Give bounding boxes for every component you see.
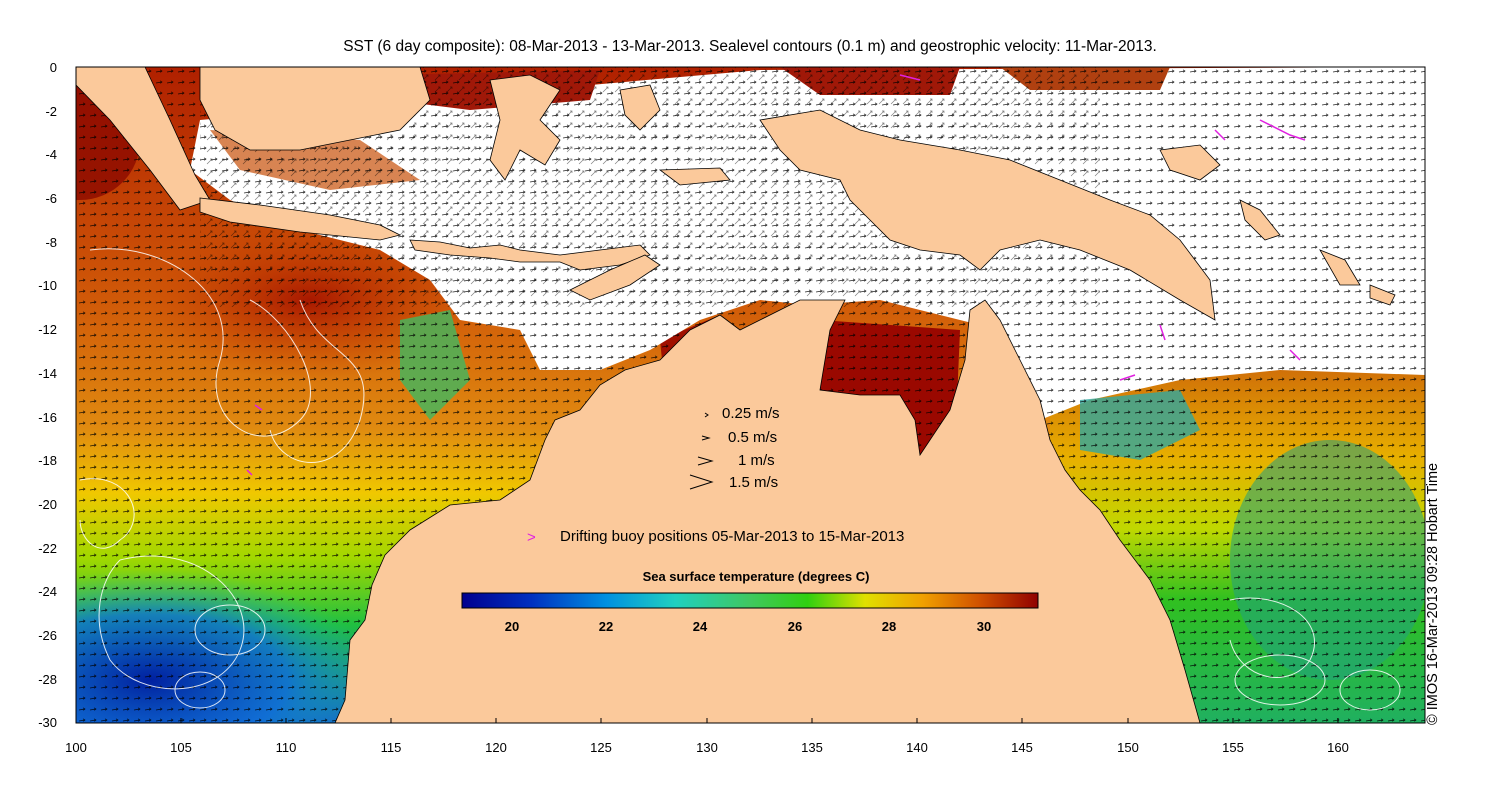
buoy-legend-label: Drifting buoy positions 05-Mar-2013 to 1… bbox=[560, 528, 904, 545]
velocity-legend-label: 1 m/s bbox=[738, 452, 775, 469]
velocity-legend: 0.25 m/s 0.5 m/s 1 m/s 1.5 m/s bbox=[689, 405, 780, 491]
sealevel-contours bbox=[79, 248, 1401, 711]
y-tick-label: -26 bbox=[38, 628, 57, 643]
x-tick-label: 100 bbox=[65, 740, 87, 755]
colorbar-tick-label: 26 bbox=[788, 619, 802, 634]
velocity-arrow-xlarge bbox=[689, 474, 714, 490]
x-tick-label: 155 bbox=[1222, 740, 1244, 755]
land-sumatra bbox=[76, 67, 211, 211]
velocity-arrow-large bbox=[697, 456, 714, 466]
land-solomons bbox=[1239, 199, 1281, 241]
map-plot-area bbox=[76, 67, 1425, 723]
axis-ticks bbox=[75, 718, 1339, 723]
land-moluccas bbox=[619, 84, 661, 131]
landmasses bbox=[76, 67, 1396, 723]
y-axis-labels: 0 -2 -4 -6 -8 -10 -12 -14 -16 -18 -20 -2… bbox=[38, 60, 57, 730]
colorbar-gradient bbox=[461, 592, 1039, 609]
y-tick-label: -10 bbox=[38, 278, 57, 293]
land-new-britain bbox=[1159, 144, 1221, 181]
x-tick-label: 160 bbox=[1327, 740, 1349, 755]
land-java bbox=[199, 197, 402, 241]
x-tick-label: 150 bbox=[1117, 740, 1139, 755]
land-new-guinea bbox=[759, 109, 1216, 321]
colorbar-tick-label: 28 bbox=[882, 619, 896, 634]
y-tick-label: -24 bbox=[38, 584, 57, 599]
buoy-symbol: > bbox=[527, 529, 536, 546]
land-solomons-2 bbox=[1319, 249, 1361, 286]
x-tick-label: 145 bbox=[1011, 740, 1033, 755]
velocity-arrow-small bbox=[704, 412, 709, 418]
x-tick-label: 140 bbox=[906, 740, 928, 755]
x-tick-label: 120 bbox=[485, 740, 507, 755]
colorbar-title: Sea surface temperature (degrees C) bbox=[643, 569, 870, 584]
y-tick-label: -4 bbox=[45, 147, 57, 162]
y-tick-label: -14 bbox=[38, 366, 57, 381]
y-tick-label: -12 bbox=[38, 322, 57, 337]
velocity-legend-label: 1.5 m/s bbox=[729, 474, 778, 491]
colorbar-tick-label: 20 bbox=[505, 619, 519, 634]
land-solomons-3 bbox=[1369, 284, 1396, 306]
x-tick-label: 135 bbox=[801, 740, 823, 755]
x-tick-label: 125 bbox=[590, 740, 612, 755]
buoy-legend: > Drifting buoy positions 05-Mar-2013 to… bbox=[527, 528, 904, 546]
land-sulawesi bbox=[489, 74, 561, 181]
land-lesser-sunda bbox=[409, 239, 651, 271]
land-australia bbox=[334, 299, 1201, 723]
colorbar-tick-label: 22 bbox=[599, 619, 613, 634]
velocity-legend-label: 0.5 m/s bbox=[728, 429, 777, 446]
map-title: SST (6 day composite): 08-Mar-2013 - 13-… bbox=[343, 38, 1157, 55]
land-timor bbox=[569, 254, 661, 301]
buoy-tracks bbox=[246, 74, 1306, 476]
x-tick-label: 105 bbox=[170, 740, 192, 755]
velocity-arrow-medium bbox=[701, 435, 711, 441]
x-tick-label: 115 bbox=[381, 740, 402, 755]
y-tick-label: -22 bbox=[38, 541, 57, 556]
colorbar: Sea surface temperature (degrees C) 20 2… bbox=[461, 569, 1039, 634]
x-tick-label: 130 bbox=[696, 740, 718, 755]
y-tick-label: -18 bbox=[38, 453, 57, 468]
land-seram bbox=[658, 167, 731, 186]
y-tick-label: -30 bbox=[38, 715, 57, 730]
colorbar-tick-label: 24 bbox=[693, 619, 708, 634]
y-tick-label: -16 bbox=[38, 410, 57, 425]
y-tick-label: -8 bbox=[45, 235, 57, 250]
y-tick-label: -2 bbox=[45, 104, 57, 119]
copyright-text: © IMOS 16-Mar-2013 09:28 Hobart Time bbox=[1425, 462, 1441, 725]
plot-frame bbox=[75, 66, 1426, 724]
colorbar-tick-label: 30 bbox=[977, 619, 991, 634]
land-borneo bbox=[199, 67, 431, 151]
x-axis-labels: 100 105 110 115 120 125 130 135 140 145 … bbox=[65, 740, 1349, 755]
y-tick-label: 0 bbox=[50, 60, 57, 75]
y-tick-label: -28 bbox=[38, 672, 57, 687]
x-tick-label: 110 bbox=[276, 740, 297, 755]
y-tick-label: -6 bbox=[45, 191, 57, 206]
y-tick-label: -20 bbox=[38, 497, 57, 512]
velocity-legend-label: 0.25 m/s bbox=[722, 405, 780, 422]
